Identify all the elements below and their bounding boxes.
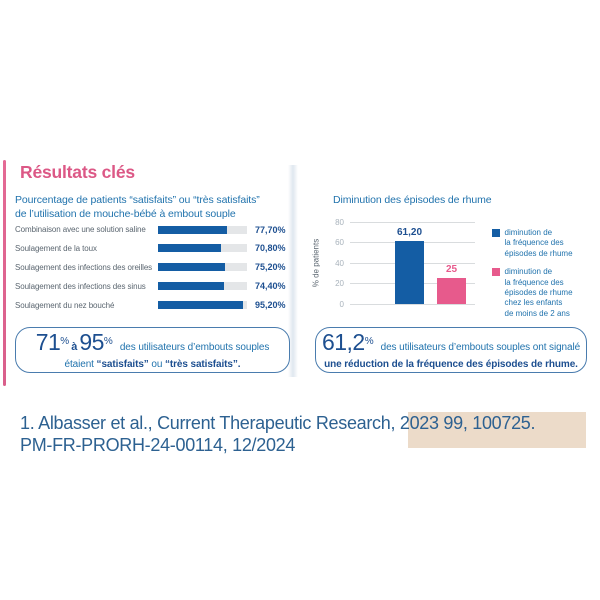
satisfaction-callout: 71% à95% des utilisateurs d’embouts souple…	[15, 327, 290, 373]
callout-text: des utilisateurs d’embouts souples	[119, 341, 270, 353]
legend-line: la fréquence des	[504, 277, 564, 287]
y-tick-label: 60	[335, 238, 344, 247]
callout-text-part: étaient	[64, 358, 97, 370]
callout-text-bold: “très satisfaits”.	[164, 358, 241, 370]
callout-text-line2: étaient “satisfaits” ou “très satisfaits…	[16, 359, 289, 371]
legend-line: diminution de	[504, 228, 553, 237]
y-axis-ticks: 0 20 40 60 80	[318, 218, 344, 309]
bar-track	[158, 244, 247, 253]
legend-line: de moins de 2 ans	[504, 308, 570, 318]
satisfaction-row: Soulagement de la toux 70,80%	[15, 239, 287, 258]
panel-divider	[288, 165, 298, 377]
y-tick-label: 20	[335, 279, 344, 288]
cold-episodes-chart-title: Diminution des épisodes de rhume	[333, 194, 492, 206]
bar-fill	[158, 282, 225, 291]
page-title: Résultats clés	[20, 162, 135, 182]
bar-label: Soulagement des infections des sinus	[15, 281, 146, 291]
callout-text: des utilisateurs d’embouts souples ont s…	[380, 341, 581, 353]
bar-track	[158, 301, 247, 310]
citation-line2: PM-FR-PRORH-24-00114, 12/2024	[20, 435, 296, 455]
bar-value: 70,80%	[255, 243, 286, 254]
percent-sign: %	[60, 336, 70, 347]
legend-text: diminution de la fréquence des épisodes de…	[505, 267, 573, 319]
legend-line: épisodes de rhume	[504, 288, 573, 298]
bar-value-label: 61,20	[396, 227, 423, 239]
cold-reduction-callout: 61,2% des utilisateurs d’embouts souples …	[315, 327, 587, 373]
satisfaction-callout-stat: 71% à95% des utilisateurs d’embouts souple…	[16, 330, 289, 360]
satisfaction-row: Combinaison avec une solution saline 77,7…	[15, 220, 287, 239]
bar-value: 95,20%	[255, 300, 286, 311]
citation-line1: 1. Albasser et al., Current Therapeutic …	[20, 413, 536, 433]
citation-highlight	[408, 412, 586, 448]
percent-sign: %	[364, 336, 374, 347]
satisfaction-chart-title: Pourcentage de patients “satisfaits” ou …	[15, 194, 260, 221]
stat-61-2: 61,2	[321, 328, 365, 355]
stat-95: 95	[79, 328, 104, 355]
legend-item: diminution de la fréquence des épisodes de…	[492, 228, 592, 259]
satisfaction-row: Soulagement des infections des sinus 74,4…	[15, 277, 287, 296]
bar-track	[158, 225, 247, 234]
percent-sign: %	[103, 336, 113, 347]
bar-label: Soulagement du nez bouché	[15, 300, 115, 310]
pink-accent-line	[3, 160, 6, 386]
bar-fill	[158, 263, 225, 272]
bar-label: Soulagement de la toux	[15, 243, 97, 253]
bar-value: 74,40%	[255, 281, 286, 292]
chart-legend: diminution de la fréquence des épisodes de…	[492, 228, 592, 319]
satisfaction-bar-chart: Combinaison avec une solution saline 77,7…	[15, 220, 287, 316]
y-tick-label: 40	[335, 258, 344, 268]
callout-text-bold: “satisfaits”	[96, 358, 149, 370]
satisfaction-row: Soulagement du nez bouché 95,20%	[15, 296, 287, 315]
gridline	[350, 221, 475, 223]
y-tick-label: 80	[335, 217, 344, 227]
bar-fill	[158, 225, 228, 234]
callout-text-line2: une réduction de la fréquence des épisod…	[324, 358, 578, 370]
bar-fill	[158, 244, 221, 253]
legend-line: diminution de	[504, 267, 553, 277]
bar-track	[158, 263, 247, 272]
bar-fill	[158, 301, 243, 310]
legend-line: épisodes de rhume	[504, 248, 573, 258]
cold-reduction-stat: 61,2% des utilisateurs d’embouts souples …	[316, 330, 586, 360]
pink-bar	[437, 278, 466, 304]
gridline	[350, 303, 475, 305]
blue-bar	[395, 241, 424, 304]
legend-swatch-blue	[492, 229, 500, 237]
satisfaction-row: Soulagement des infections des oreilles 7…	[15, 258, 287, 277]
bar-value: 77,70%	[255, 224, 286, 235]
legend-line: chez les enfants	[504, 298, 563, 308]
y-tick-label: 0	[339, 299, 344, 309]
subtitle-line1: Pourcentage de patients “satisfaits” ou …	[15, 194, 260, 206]
bar-value: 75,20%	[255, 262, 286, 273]
legend-item: diminution de la fréquence des épisodes de…	[492, 267, 592, 319]
bar-label: Soulagement des infections des oreilles	[15, 262, 153, 272]
stat-connector: à	[71, 340, 78, 353]
legend-line: la fréquence des	[504, 238, 564, 248]
citation: 1. Albasser et al., Current Therapeutic …	[20, 412, 536, 456]
cold-episodes-plot: 61,20 25	[350, 221, 475, 305]
stat-71: 71	[35, 328, 61, 355]
bar-value-label: 25	[445, 264, 458, 276]
bar-label: Combinaison avec une solution saline	[15, 225, 146, 234]
bar-track	[158, 282, 247, 291]
legend-text: diminution de la fréquence des épisodes de…	[505, 228, 573, 259]
legend-swatch-pink	[492, 268, 500, 276]
callout-text-part: ou	[148, 358, 165, 370]
subtitle-line2: de l’utilisation de mouche-bébé à embout…	[15, 207, 236, 220]
